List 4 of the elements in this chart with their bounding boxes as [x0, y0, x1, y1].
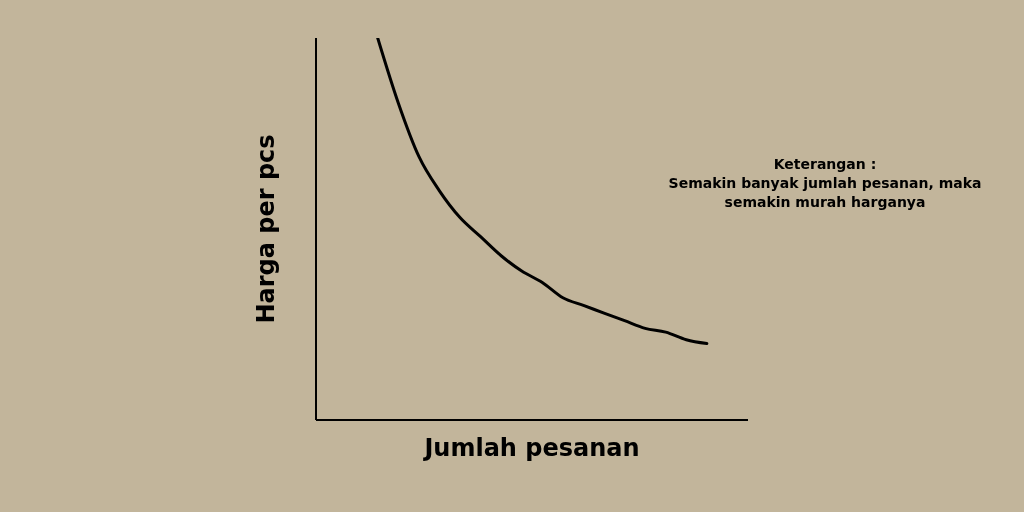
y-axis-title: Harga per pcs [251, 133, 281, 326]
text: Keterangan : [772, 155, 878, 174]
x-axis-title: Jumlah pesanan [422, 434, 641, 462]
annotation: Semakin banyak jumlah pesanan, maka semakin murah harganya [667, 174, 983, 212]
